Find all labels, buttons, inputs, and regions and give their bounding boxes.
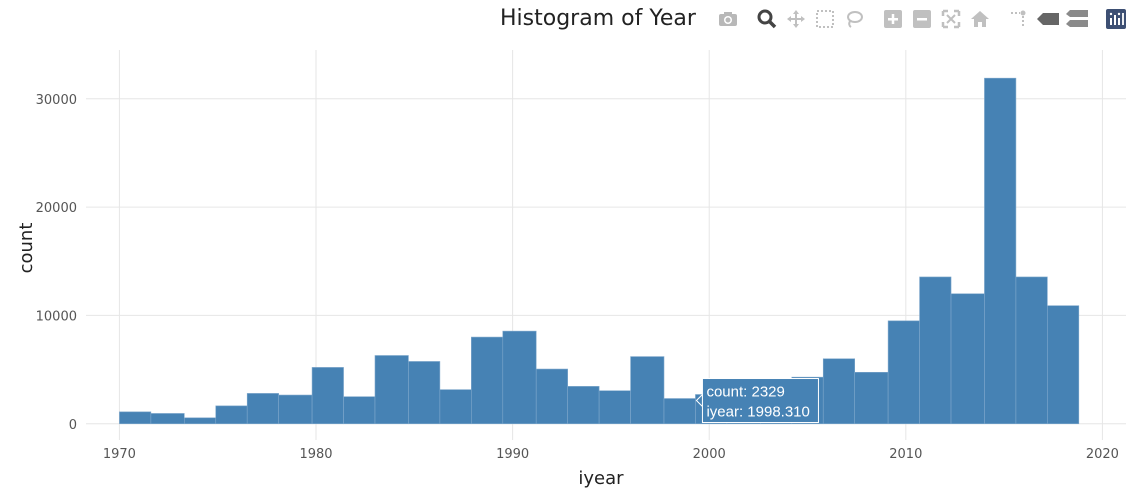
histogram-bar[interactable] — [246, 393, 279, 425]
histogram-bar[interactable] — [567, 386, 600, 425]
histogram-bar[interactable] — [278, 394, 313, 425]
x-tick-label: 1980 — [299, 447, 332, 462]
plotly-logo-icon[interactable] — [1104, 7, 1128, 31]
zoom-in-icon[interactable] — [881, 7, 905, 31]
histogram-bar[interactable] — [1047, 305, 1080, 425]
histogram-bar[interactable] — [984, 77, 1017, 425]
zoom-icon[interactable] — [755, 7, 779, 31]
histogram-bar[interactable] — [502, 330, 537, 425]
x-tick-label: 2000 — [693, 447, 726, 462]
tooltip-year-line: iyear: 1998.310 — [706, 404, 809, 421]
chart-title: Histogram of Year — [500, 6, 696, 31]
x-tick-label: 1970 — [103, 447, 136, 462]
histogram-bar[interactable] — [663, 398, 696, 425]
bars — [119, 77, 1080, 425]
y-axis-ticks: 0 10000 20000 30000 — [36, 93, 77, 433]
modebar — [716, 6, 1133, 32]
histogram-bar[interactable] — [950, 293, 985, 425]
y-tick-label: 10000 — [36, 309, 77, 324]
histogram-bar[interactable] — [343, 396, 376, 425]
histogram-bar[interactable] — [471, 336, 504, 425]
x-tick-label: 1990 — [496, 447, 529, 462]
histogram-bar[interactable] — [215, 405, 248, 425]
zoom-out-icon[interactable] — [910, 7, 934, 31]
histogram-bar[interactable] — [119, 411, 152, 425]
histogram-bar[interactable] — [919, 276, 952, 425]
camera-icon[interactable] — [716, 7, 740, 31]
histogram-bar[interactable] — [150, 413, 185, 425]
histogram-bar[interactable] — [408, 361, 441, 425]
x-tick-label: 2010 — [889, 447, 922, 462]
y-tick-label: 0 — [69, 418, 77, 433]
hover-tooltip: count: 2329 iyear: 1998.310 — [695, 378, 819, 424]
histogram-bar[interactable] — [630, 356, 665, 425]
y-axis-title: count — [16, 223, 37, 274]
histogram-bar[interactable] — [183, 417, 217, 425]
reset-axes-icon[interactable] — [968, 7, 992, 31]
histogram-bar[interactable] — [374, 355, 409, 425]
histogram-bar[interactable] — [439, 389, 472, 425]
lasso-select-icon[interactable] — [842, 7, 866, 31]
x-tick-label: 2020 — [1086, 447, 1119, 462]
tooltip-count-line: count: 2329 — [706, 384, 784, 401]
histogram-bar[interactable] — [535, 368, 568, 425]
x-axis-title: iyear — [578, 468, 624, 488]
histogram-bar[interactable] — [311, 367, 344, 425]
x-axis-ticks: 1970 1980 1990 2000 2010 2020 — [103, 447, 1119, 462]
y-tick-label: 20000 — [36, 201, 77, 216]
autoscale-icon[interactable] — [939, 7, 963, 31]
hover-compare-icon[interactable] — [1065, 7, 1089, 31]
hover-closest-icon[interactable] — [1036, 7, 1060, 31]
histogram-bar[interactable] — [822, 358, 855, 425]
histogram-bar[interactable] — [887, 320, 920, 425]
box-select-icon[interactable] — [813, 7, 837, 31]
pan-icon[interactable] — [784, 7, 808, 31]
spike-lines-icon[interactable] — [1007, 7, 1031, 31]
tooltip-box — [701, 378, 819, 424]
histogram-bar[interactable] — [854, 371, 889, 425]
histogram-bar[interactable] — [1015, 276, 1048, 425]
histogram-bar[interactable] — [598, 390, 631, 425]
y-tick-label: 30000 — [36, 93, 77, 108]
